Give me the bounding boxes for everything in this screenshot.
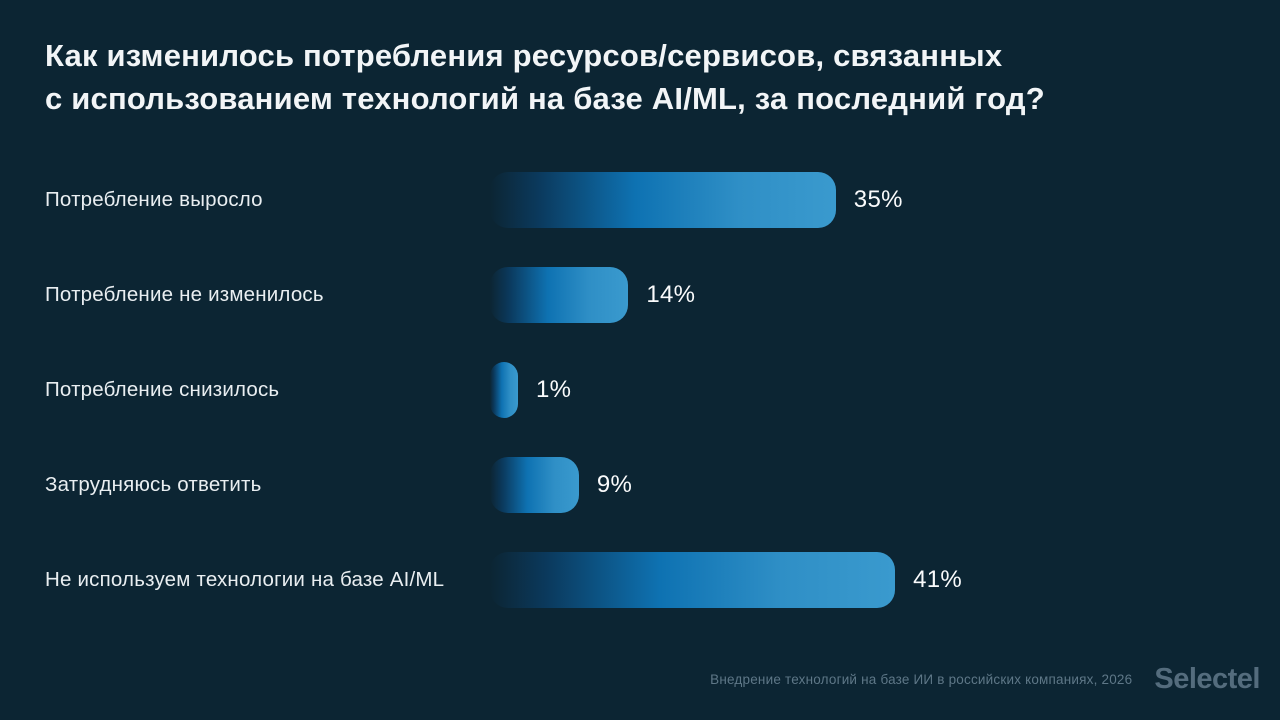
selectel-logo: Selectel xyxy=(1154,663,1260,695)
bar-hard-to-answer xyxy=(490,457,579,513)
bar-row: Потребление не изменилось 14% xyxy=(45,267,1250,323)
value-label: 14% xyxy=(646,281,696,308)
footer: Внедрение технологий на базе ИИ в россий… xyxy=(710,663,1260,696)
bar-track: 1% xyxy=(490,362,1250,418)
bar-track: 41% xyxy=(490,552,1250,608)
bar-row: Потребление выросло 35% xyxy=(45,172,1250,228)
bar-track: 14% xyxy=(490,267,1250,323)
bar-row: Не используем технологии на базе AI/ML 4… xyxy=(45,552,1250,608)
bar-consumption-unchanged xyxy=(490,267,629,323)
bar-row: Затрудняюсь ответить 9% xyxy=(45,457,1250,513)
value-label: 1% xyxy=(536,376,572,403)
bar-track: 9% xyxy=(490,457,1250,513)
value-label: 9% xyxy=(596,471,633,498)
chart-title-line2: с использованием технологий на базе AI/M… xyxy=(45,81,1045,117)
bar-consumption-grew xyxy=(490,172,836,228)
chart-title: Как изменилось потребления ресурсов/серв… xyxy=(45,34,1045,121)
value-label: 35% xyxy=(853,186,903,213)
chart-title-line1: Как изменилось потребления ресурсов/серв… xyxy=(45,38,1003,73)
category-label: Потребление снизилось xyxy=(45,378,280,401)
bar-row: Потребление снизилось 1% xyxy=(45,362,1250,418)
source-caption: Внедрение технологий на базе ИИ в россий… xyxy=(710,672,1133,687)
category-label: Потребление выросло xyxy=(45,188,263,211)
bar-not-using-aiml xyxy=(490,552,896,608)
category-label: Потребление не изменилось xyxy=(45,283,324,306)
bar-consumption-decreased xyxy=(490,362,518,418)
category-label: Не используем технологии на базе AI/ML xyxy=(45,568,445,591)
value-label: 41% xyxy=(913,566,963,593)
bar-track: 35% xyxy=(490,172,1250,228)
bar-chart: Потребление выросло 35% Потребление не и… xyxy=(45,172,1250,647)
category-label: Затрудняюсь ответить xyxy=(45,473,262,496)
